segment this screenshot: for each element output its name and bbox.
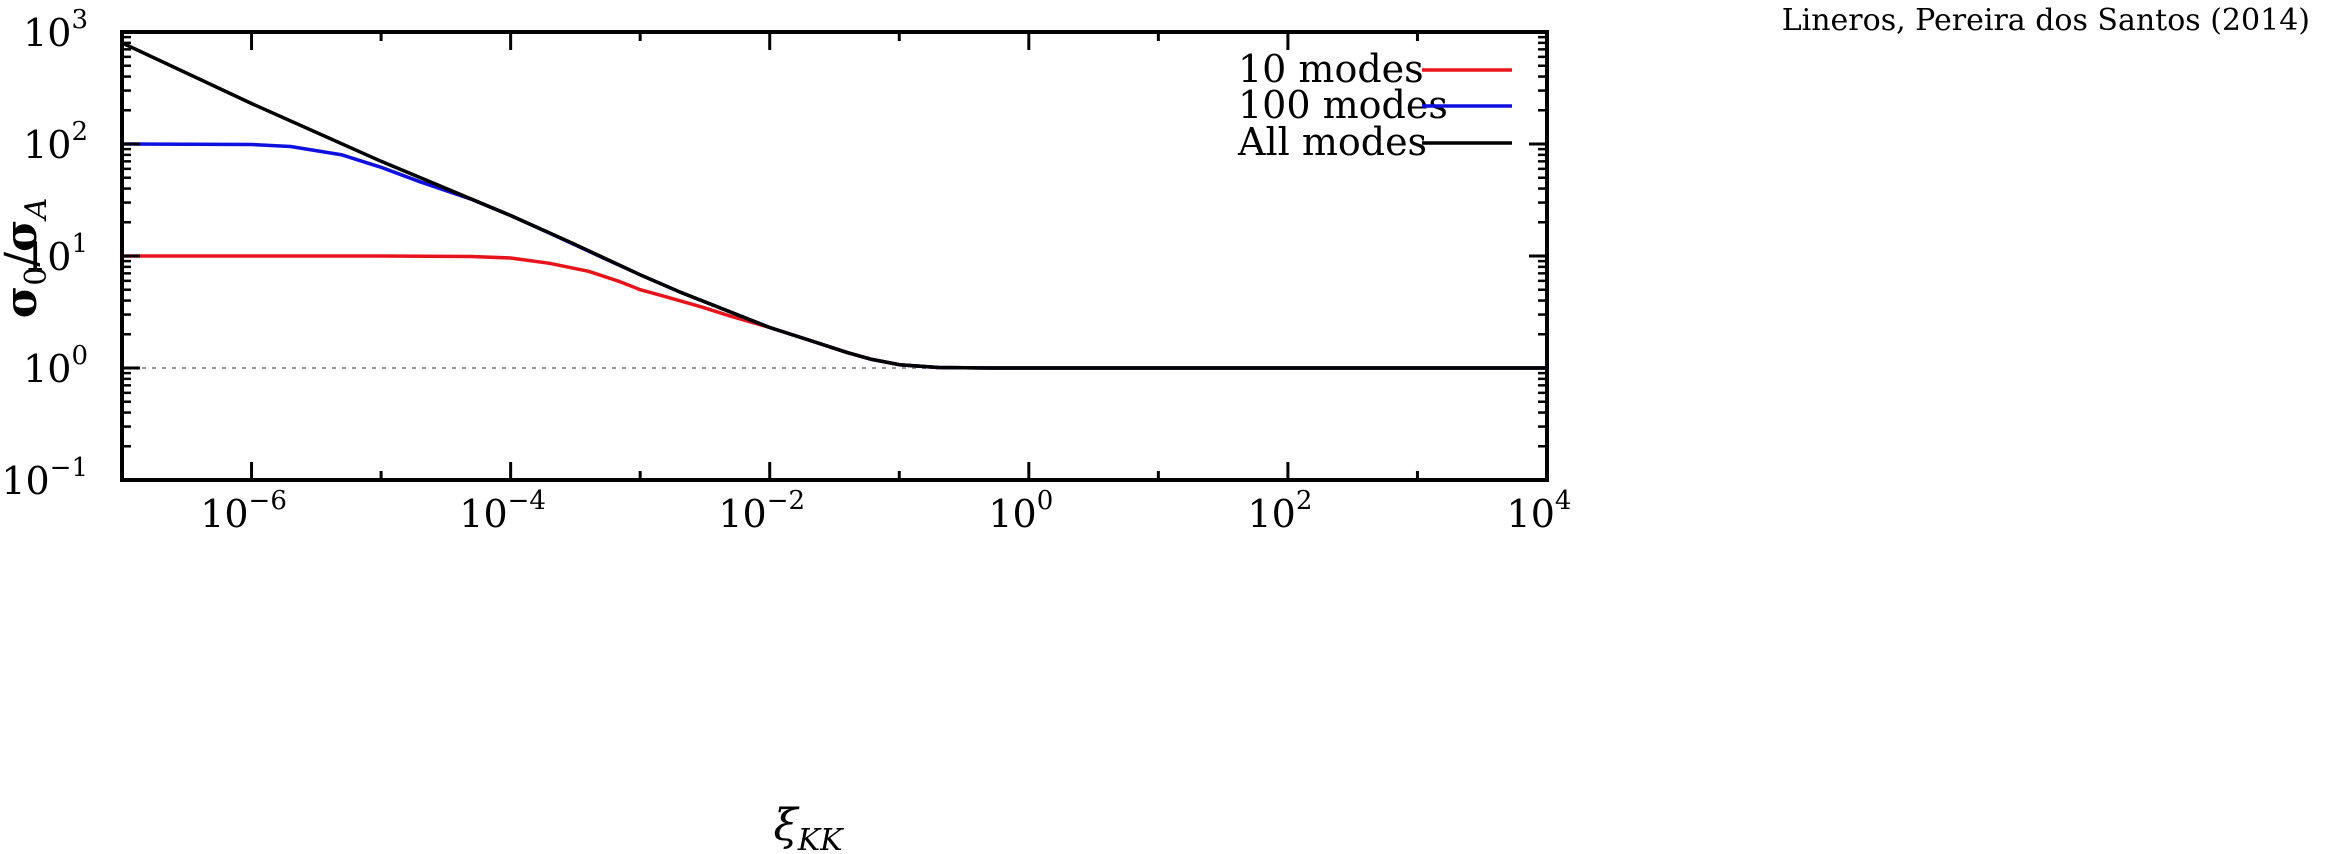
y-tick-label: 101 — [23, 229, 88, 279]
y-tick-label: 100 — [23, 341, 88, 391]
x-axis-base: ξ — [773, 800, 800, 851]
y-tick-base: 10 — [23, 11, 71, 55]
x-tick-base: 10 — [459, 492, 507, 536]
x-tick-exponent: 2 — [1296, 486, 1313, 516]
x-tick-exponent: −4 — [508, 486, 546, 516]
x-tick-label: 10−4 — [459, 486, 546, 536]
y-axis-den-sub: A — [19, 198, 54, 223]
y-axis-den: σ — [0, 219, 47, 251]
x-tick-exponent: 4 — [1555, 486, 1572, 516]
y-tick-base: 10 — [1, 459, 49, 503]
plot-area — [120, 30, 1549, 482]
y-tick-exponent: 1 — [71, 229, 88, 259]
x-tick-label: 10−6 — [200, 486, 287, 536]
credit-text: Lineros, Pereira dos Santos (2014) — [1782, 3, 2310, 38]
x-tick-label: 10−2 — [718, 486, 805, 536]
x-tick-base: 10 — [1247, 492, 1295, 536]
y-axis-title: σ0/σA — [0, 198, 54, 319]
legend-label: 100 modes — [1238, 83, 1448, 127]
y-tick-label: 10−1 — [1, 453, 88, 503]
legend-label: All modes — [1237, 120, 1427, 164]
y-tick-base: 10 — [23, 347, 71, 391]
x-axis-sub: KK — [797, 823, 844, 854]
y-axis-num-sub: 0 — [19, 267, 54, 286]
y-axis-num: σ — [0, 286, 47, 318]
y-tick-exponent: 3 — [71, 5, 88, 35]
y-tick-base: 10 — [23, 235, 71, 279]
x-tick-exponent: −2 — [767, 486, 805, 516]
x-tick-exponent: 0 — [1037, 486, 1054, 516]
legend-label: 10 modes — [1238, 47, 1424, 91]
x-tick-base: 10 — [718, 492, 766, 536]
y-tick-base: 10 — [23, 123, 71, 167]
y-tick-label: 102 — [23, 117, 88, 167]
y-tick-exponent: 0 — [71, 341, 88, 371]
series-line-3 — [121, 41, 1547, 370]
x-tick-labels: 10−6 10−4 10−2 100 102 104 — [200, 486, 1571, 536]
x-tick-label: 104 — [1507, 486, 1572, 536]
x-tick-base: 10 — [1507, 492, 1555, 536]
x-tick-label: 102 — [1247, 486, 1312, 536]
x-tick-exponent: −6 — [249, 486, 287, 516]
y-tick-exponent: 2 — [71, 117, 88, 147]
x-tick-label: 100 — [988, 486, 1053, 536]
series-layer — [121, 41, 1547, 370]
plot-frame — [120, 30, 1549, 482]
y-tick-label: 103 — [23, 5, 88, 55]
y-axis-sep: / — [0, 252, 47, 267]
x-tick-base: 10 — [200, 492, 248, 536]
x-tick-base: 10 — [988, 492, 1036, 536]
series-line-1 — [122, 254, 1547, 370]
x-axis-title: ξKK — [773, 800, 844, 854]
y-tick-exponent: −1 — [50, 453, 88, 483]
